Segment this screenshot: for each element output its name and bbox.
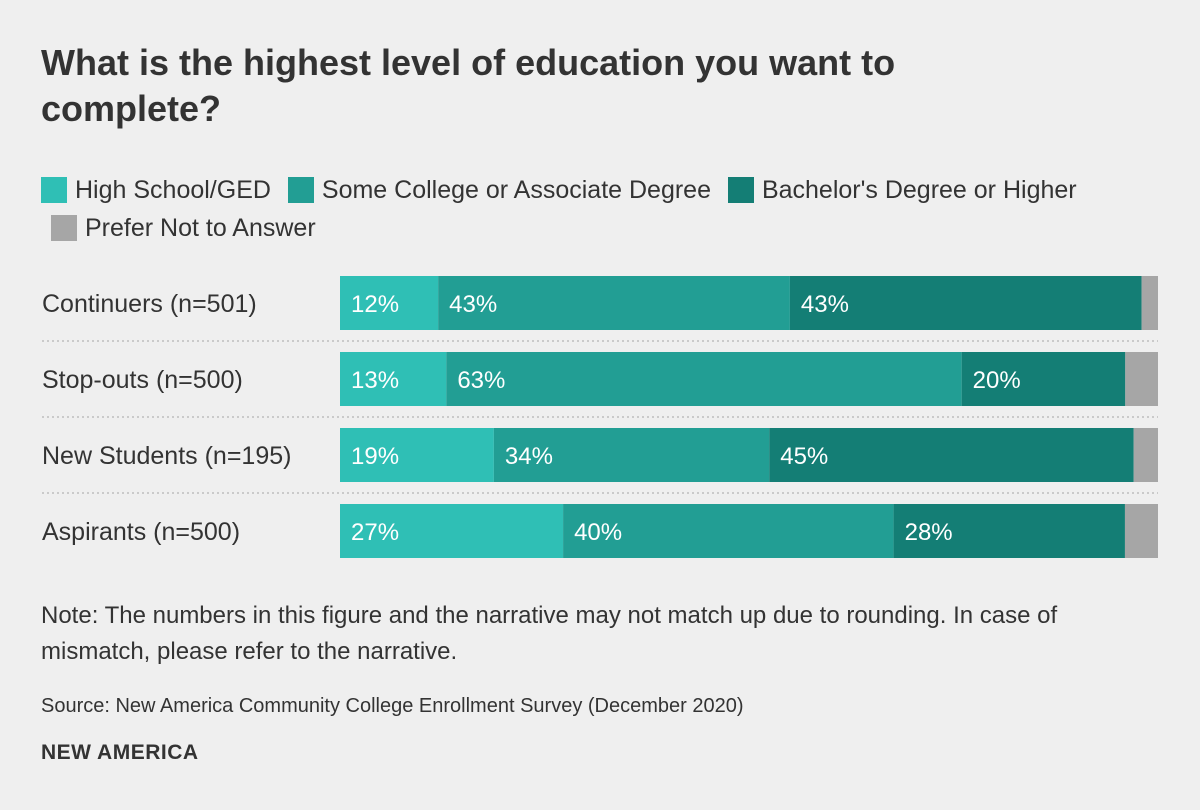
legend: High School/GED Some College or Associat… bbox=[41, 171, 1161, 247]
legend-item-high-school: High School/GED bbox=[41, 176, 271, 204]
data-label-new-students-high-school-ged: 19% bbox=[351, 443, 399, 470]
bar-segment-stop-outs-bachelor-s-degree-or-higher bbox=[961, 352, 1126, 406]
bar-segment-new-students-some-college-or-associate-degree bbox=[493, 428, 770, 482]
data-label-continuers-some-college-or-associate-degree: 43% bbox=[449, 291, 497, 318]
bar-segment-continuers-prefer-not-to-answer bbox=[1141, 276, 1158, 330]
legend-swatch-bachelors bbox=[727, 177, 754, 203]
bar-segment-continuers-some-college-or-associate-degree bbox=[438, 276, 790, 330]
bar-segment-aspirants-bachelor-s-degree-or-higher bbox=[893, 504, 1125, 558]
data-label-aspirants-bachelor-s-degree-or-higher: 28% bbox=[905, 519, 953, 546]
chart-note: Note: The numbers in this figure and the… bbox=[41, 602, 1058, 665]
bar-segment-new-students-high-school-ged bbox=[340, 428, 494, 482]
data-label-continuers-high-school-ged: 12% bbox=[351, 291, 399, 318]
bar-segment-stop-outs-high-school-ged bbox=[340, 352, 447, 406]
legend-swatch-prefer-not bbox=[51, 215, 77, 241]
bar-segment-continuers-high-school-ged bbox=[340, 276, 439, 330]
bar-segment-new-students-prefer-not-to-answer bbox=[1133, 428, 1158, 482]
legend-label-high-school: High School/GED bbox=[75, 176, 271, 204]
data-label-aspirants-high-school-ged: 27% bbox=[351, 519, 399, 546]
data-label-stop-outs-high-school-ged: 13% bbox=[351, 367, 399, 394]
data-label-aspirants-some-college-or-associate-degree: 40% bbox=[574, 519, 622, 546]
data-label-stop-outs-some-college-or-associate-degree: 63% bbox=[457, 367, 505, 394]
bar-segment-stop-outs-prefer-not-to-answer bbox=[1125, 352, 1158, 406]
category-label-stop-outs: Stop-outs (n=500) bbox=[42, 366, 243, 394]
category-label-aspirants: Aspirants (n=500) bbox=[42, 518, 240, 546]
stacked-bar-chart: Continuers (n=501) 12% 43% 43% Stop-outs (n=… bbox=[42, 276, 1158, 558]
legend-swatch-high-school bbox=[41, 177, 67, 203]
data-label-new-students-bachelor-s-degree-or-higher: 45% bbox=[780, 443, 828, 470]
legend-item-some-college: Some College or Associate Degree bbox=[287, 176, 711, 204]
data-label-stop-outs-bachelor-s-degree-or-higher: 20% bbox=[973, 367, 1021, 394]
legend-label-prefer-not: Prefer Not to Answer bbox=[85, 214, 316, 242]
bar-segment-stop-outs-some-college-or-associate-degree bbox=[446, 352, 962, 406]
bar-segment-aspirants-prefer-not-to-answer bbox=[1124, 504, 1158, 558]
bar-segment-aspirants-high-school-ged bbox=[340, 504, 564, 558]
data-label-new-students-some-college-or-associate-degree: 34% bbox=[505, 443, 553, 470]
bar-segment-new-students-bachelor-s-degree-or-higher bbox=[769, 428, 1134, 482]
chart-title: What is the highest level of education y… bbox=[41, 42, 896, 129]
brand-logo-text: NEW AMERICA bbox=[41, 741, 199, 764]
bar-segment-aspirants-some-college-or-associate-degree bbox=[563, 504, 894, 558]
category-label-continuers: Continuers (n=501) bbox=[42, 290, 257, 318]
legend-swatch-some-college bbox=[287, 177, 314, 203]
legend-label-some-college: Some College or Associate Degree bbox=[321, 176, 711, 204]
bar-segment-continuers-bachelor-s-degree-or-higher bbox=[789, 276, 1142, 330]
legend-label-bachelors: Bachelor's Degree or Higher bbox=[761, 176, 1077, 204]
legend-item-prefer-not: Prefer Not to Answer bbox=[51, 214, 316, 242]
data-label-continuers-bachelor-s-degree-or-higher: 43% bbox=[801, 291, 849, 318]
legend-item-bachelors: Bachelor's Degree or Higher bbox=[727, 176, 1077, 204]
chart-source: Source: New America Community College En… bbox=[41, 695, 744, 717]
category-label-new-students: New Students (n=195) bbox=[42, 442, 291, 470]
